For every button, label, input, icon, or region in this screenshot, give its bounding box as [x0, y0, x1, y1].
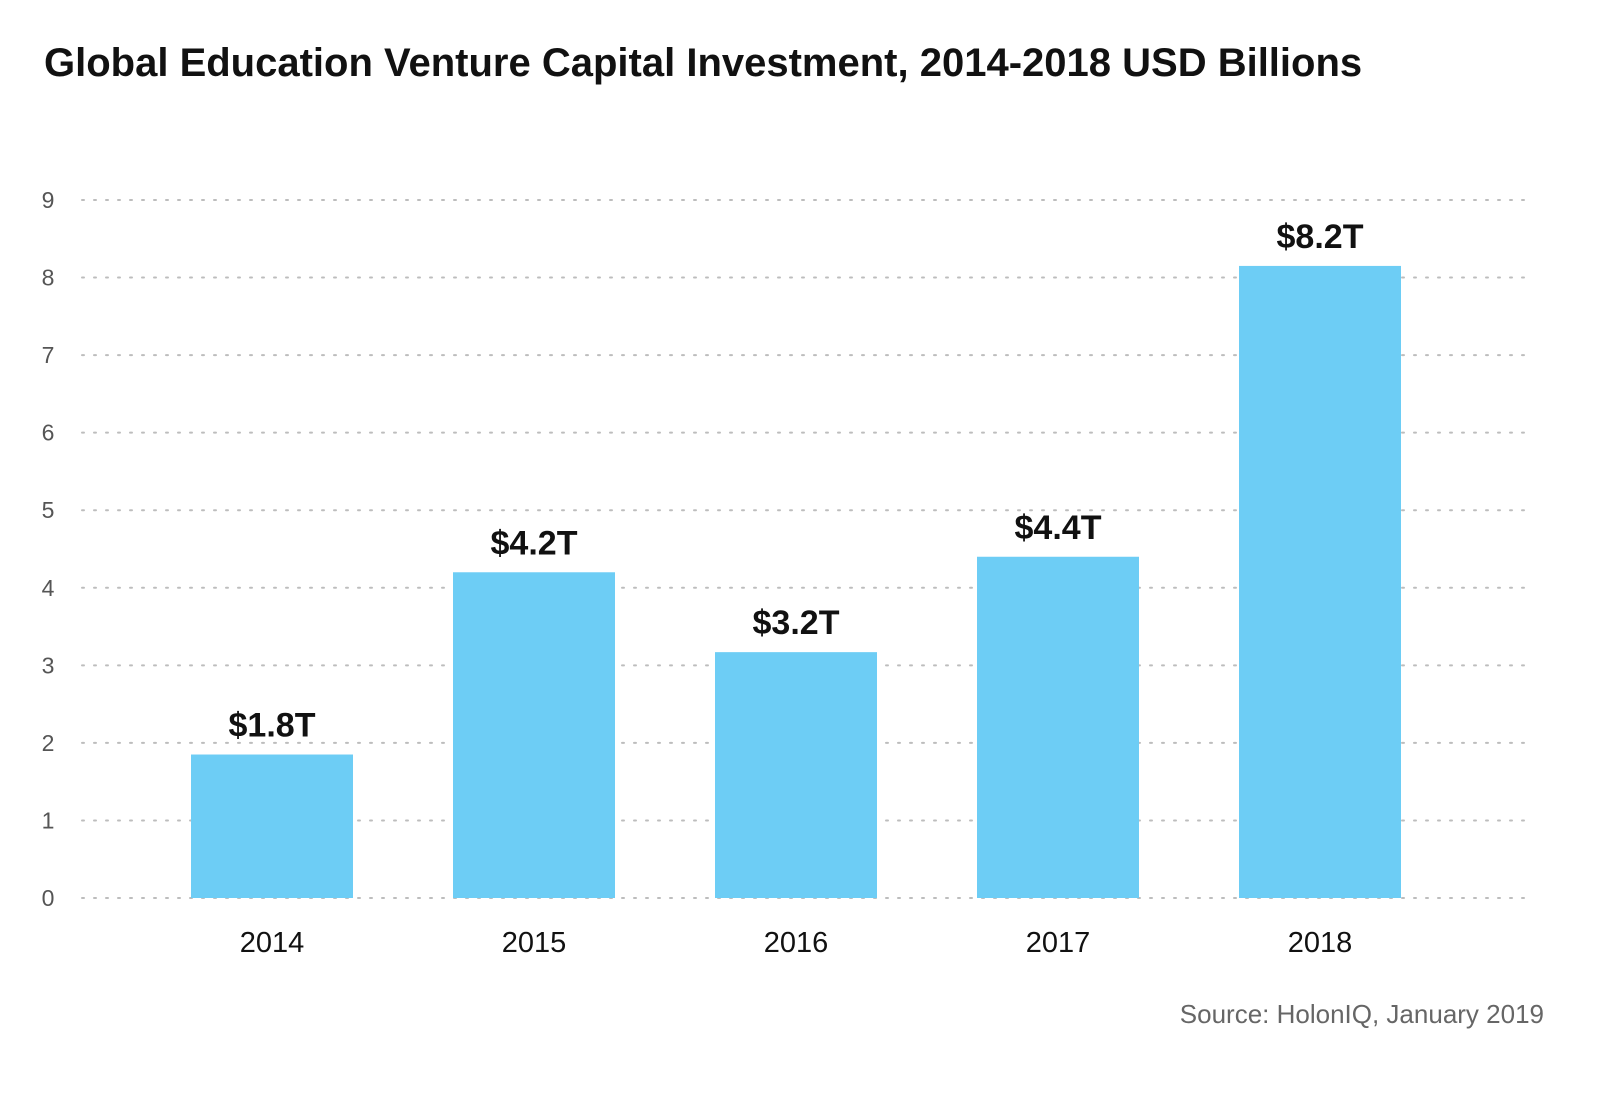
y-tick-label: 8: [42, 265, 55, 291]
y-tick-label: 9: [42, 187, 55, 213]
data-labels: $1.8T $4.2T $3.2T $4.4T $8.2T: [229, 218, 1364, 745]
source-note: Source: HolonIQ, January 2019: [1180, 999, 1544, 1029]
x-tick-label: 2014: [240, 927, 305, 959]
y-axis-ticks: 0 1 2 3 4 5 6 7 8 9: [42, 187, 55, 911]
bar-2017: [977, 556, 1139, 898]
bar-2015: [453, 572, 615, 898]
chart-title: Global Education Venture Capital Investm…: [44, 41, 1362, 85]
bar-2018: [1239, 265, 1401, 898]
bars: [191, 265, 1401, 898]
data-label-2016: $3.2T: [753, 604, 840, 642]
bar-2014: [191, 754, 353, 898]
bar-2016: [715, 652, 877, 898]
y-tick-label: 2: [42, 730, 55, 756]
y-tick-label: 5: [42, 497, 55, 523]
y-tick-label: 4: [42, 575, 55, 601]
y-tick-label: 0: [42, 885, 55, 911]
y-tick-label: 3: [42, 652, 55, 678]
y-tick-label: 6: [42, 420, 55, 446]
data-label-2015: $4.2T: [491, 524, 578, 562]
x-axis-ticks: 2014 2015 2016 2017 2018: [240, 927, 1353, 959]
data-label-2014: $1.8T: [229, 707, 316, 745]
x-tick-label: 2016: [764, 927, 829, 959]
x-tick-label: 2017: [1026, 927, 1091, 959]
x-tick-label: 2018: [1288, 927, 1353, 959]
x-tick-label: 2015: [502, 927, 567, 959]
data-label-2017: $4.4T: [1015, 509, 1102, 547]
data-label-2018: $8.2T: [1277, 218, 1364, 256]
y-tick-label: 1: [42, 807, 55, 833]
y-tick-label: 7: [42, 342, 55, 368]
